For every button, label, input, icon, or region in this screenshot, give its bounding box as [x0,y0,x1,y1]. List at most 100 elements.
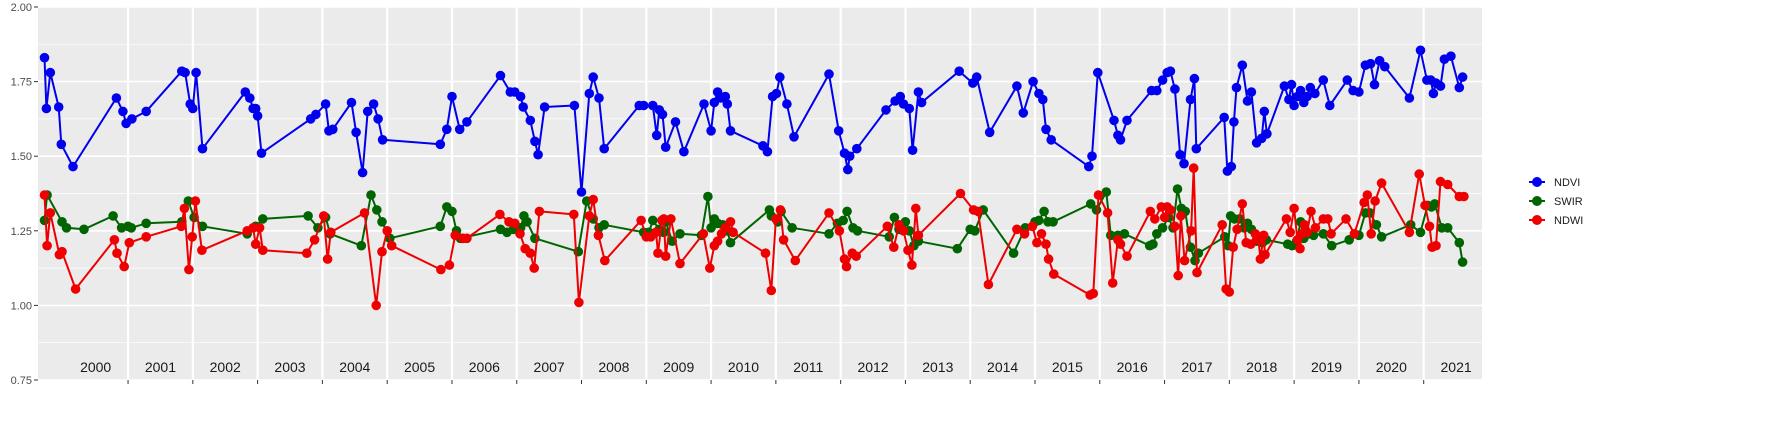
data-point-swir [1008,248,1019,258]
data-point-ndvi [569,100,580,111]
data-point-ndwi [1170,221,1180,232]
data-point-ndwi [584,211,595,221]
legend-key-dot [1532,215,1542,225]
data-point-ndvi [1191,143,1202,154]
data-point-ndvi [41,103,52,114]
data-point-ndvi [1012,81,1022,91]
data-point-swir [725,237,736,248]
data-point-ndwi [636,215,646,226]
data-point-swir [1152,229,1162,239]
data-point-swir [108,211,118,221]
data-point-ndvi [197,143,208,154]
data-point-ndwi [1258,230,1269,241]
legend-label: NDVI [1554,177,1580,189]
data-point-ndvi [53,102,64,112]
data-point-ndvi [1262,129,1272,139]
data-point-ndwi [1027,221,1038,232]
data-point-ndvi [118,106,128,117]
data-point-ndvi [1380,61,1390,72]
data-point-ndwi [1359,197,1369,208]
data-point-ndvi [377,135,388,145]
data-point-ndvi [657,109,668,120]
data-point-swir [648,215,658,226]
data-point-ndvi [782,99,792,109]
y-tick-label: 1.75 [11,77,32,89]
data-point-ndvi [1295,85,1306,96]
data-point-ndvi [1365,58,1376,69]
data-point-swir [952,243,963,254]
data-point-ndvi [1165,66,1176,76]
data-point-ndwi [760,248,771,258]
data-point-ndwi [698,229,709,239]
data-point-ndwi [1217,220,1227,230]
data-point-ndwi [1237,199,1248,209]
data-point-ndwi [302,248,312,258]
data-point-ndvi [904,103,915,114]
data-point-ndwi [436,264,446,275]
data-point-ndwi [322,254,333,264]
data-point-ndwi [725,217,736,227]
data-point-ndwi [1049,269,1059,279]
data-point-ndwi [450,230,461,241]
data-point-ndwi [1459,191,1469,202]
data-point-ndwi [1093,190,1104,200]
data-point-ndwi [525,248,536,258]
grid-layer [38,6,1482,381]
data-point-swir [675,229,685,239]
data-point-ndvi [1289,100,1299,111]
data-point-ndwi [1404,227,1415,238]
data-point-ndvi [670,117,681,127]
data-point-ndwi [510,218,520,229]
data-point-ndwi [1302,227,1312,238]
data-point-ndvi [584,88,595,99]
data-point-ndwi [839,254,850,264]
data-point-swir [447,206,457,217]
data-point-ndvi [525,115,536,126]
data-point-ndvi [971,72,982,82]
data-point-ndvi [1325,100,1335,111]
data-point-ndvi [462,117,472,127]
data-point-ndwi [766,285,777,296]
data-point-ndvi [824,69,834,79]
data-point-ndvi [1428,88,1439,99]
y-tick-label: 1.50 [11,151,32,163]
data-point-swir [356,240,367,251]
data-point-ndwi [913,230,924,241]
data-point-ndvi [1175,149,1185,160]
data-point-ndvi [1219,112,1229,123]
data-point-ndvi [328,124,338,135]
data-point-ndvi [1302,91,1312,102]
data-point-swir [852,226,863,236]
data-point-ndvi [111,93,122,103]
data-point-ndwi [1145,206,1156,217]
data-point-swir [1457,257,1468,267]
data-point-ndwi [112,248,122,258]
data-point-swir [183,196,194,206]
data-point-ndwi [1165,205,1176,215]
series-ndvi [39,45,1468,197]
data-point-ndwi [1192,267,1202,278]
data-point-ndvi [45,67,56,78]
data-point-swir [1034,215,1044,226]
data-point-ndwi [1289,203,1299,214]
data-point-ndvi [638,100,649,111]
data-point-swir [1429,199,1440,209]
data-point-ndwi [705,263,715,273]
data-point-ndwi [462,233,472,244]
data-point-ndwi [841,261,852,272]
data-point-swir [377,217,387,227]
data-point-ndwi [1285,227,1295,238]
data-point-ndvi [599,143,609,154]
data-point-ndvi [699,99,709,109]
data-point-ndvi [954,66,964,76]
data-point-ndvi [351,127,361,138]
data-point-ndvi [1115,135,1126,145]
data-point-ndwi [1032,237,1042,248]
year-label: 2015 [1052,359,1083,375]
data-point-ndwi [1232,224,1242,235]
data-point-ndwi [1310,223,1321,233]
year-label: 2002 [210,359,241,375]
data-point-swir [1193,248,1204,258]
data-point-swir [530,233,540,244]
data-point-ndwi [834,226,845,236]
